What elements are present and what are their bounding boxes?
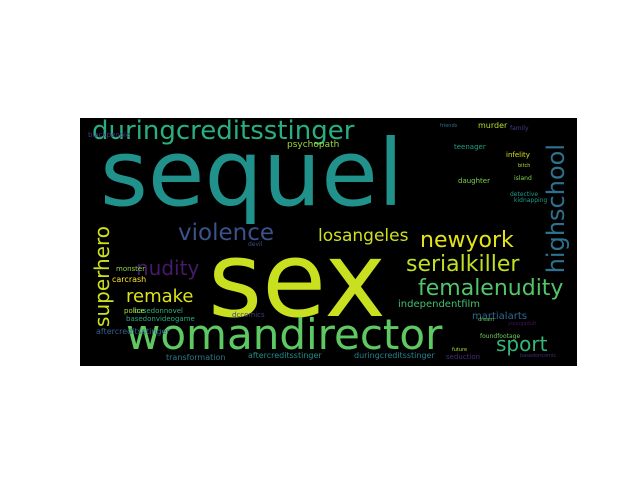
- word-sequel: sequel: [100, 120, 404, 227]
- word-remake: remake: [126, 286, 194, 307]
- word-foundfootage: foundfootage: [480, 333, 521, 340]
- word-youngadult: youngadult: [508, 321, 537, 327]
- word-kidnapping: kidnapping: [514, 197, 548, 204]
- word-devil: devil: [248, 241, 263, 248]
- word-infelity: infelity: [506, 151, 530, 159]
- word-island: island: [514, 175, 532, 182]
- word-teenager: teenager: [454, 143, 486, 151]
- word-psychopath: psychopath: [287, 140, 340, 150]
- word-bitch: bitch: [518, 163, 531, 169]
- word-monster: monster: [116, 265, 146, 273]
- word-transformation: transformation: [166, 353, 226, 362]
- word-friends: friends: [440, 123, 458, 129]
- word-independentfilm: independentfilm: [398, 299, 481, 310]
- word-newyork: newyork: [420, 228, 514, 253]
- word-nudity: nudity: [136, 256, 200, 280]
- word-future: future: [452, 347, 468, 353]
- word-femalenudity: femalenudity: [418, 276, 564, 301]
- word-violence: violence: [178, 220, 274, 246]
- word-blackpeople: blackpeople: [88, 131, 131, 139]
- word-duringcreditsstinger-2: duringcreditsstinger: [354, 351, 435, 360]
- word-family: family: [510, 125, 529, 132]
- word-detective: detective: [510, 191, 539, 198]
- word-womandirector: womandirector: [126, 310, 443, 359]
- word-police: police: [124, 307, 145, 315]
- word-serialkiller: serialkiller: [406, 252, 520, 277]
- word-aftercreditsstinger-2: aftercreditsstinger: [248, 351, 322, 360]
- word-highschool: highschool: [542, 144, 570, 274]
- word-aftercreditsstinger: aftercreditsstinger: [96, 327, 170, 336]
- word-sex: sex: [208, 219, 386, 341]
- word-seduction: seduction: [446, 353, 481, 361]
- word-basedonvideogame: basedonvideogame: [126, 315, 195, 323]
- word-superhero: superhero: [90, 226, 114, 327]
- word-duringcreditsstinger: duringcreditsstinger: [92, 118, 355, 146]
- word-basedonnovel: basedonnovel: [134, 307, 183, 315]
- word-murder: murder: [478, 121, 508, 130]
- word-martialarts: martialarts: [472, 311, 527, 322]
- word-carcrash: carcrash: [112, 275, 147, 284]
- word-dream: dream: [478, 317, 495, 323]
- word-dccomics: dccomics: [232, 311, 265, 319]
- word-losangeles: losangeles: [318, 226, 409, 246]
- word-daughter: daughter: [458, 177, 490, 185]
- word-basedoncomic: basedoncomic: [520, 353, 557, 359]
- word-cloud: sequel sex womandirector duringcreditsst…: [80, 118, 577, 366]
- word-sport: sport: [496, 332, 548, 356]
